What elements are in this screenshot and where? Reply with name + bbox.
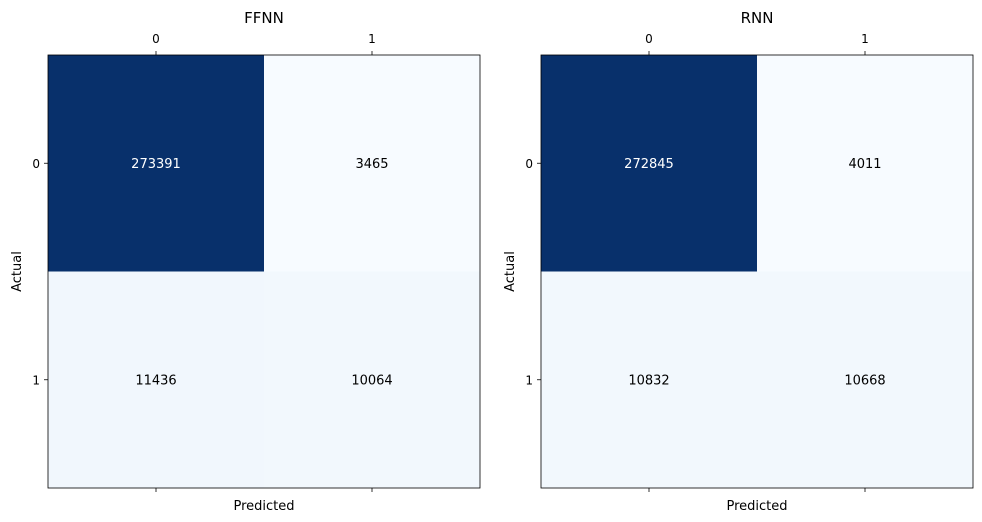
y-tick-label: 1 xyxy=(525,373,533,387)
cell-0-1 xyxy=(757,55,973,272)
y-axis-label: Actual xyxy=(10,251,25,292)
y-tick-label: 0 xyxy=(32,157,40,171)
x-tick-label: 1 xyxy=(861,32,869,46)
x-tick-label: 0 xyxy=(152,32,160,46)
x-axis-label: Predicted xyxy=(726,499,787,514)
cell-1-0 xyxy=(48,271,264,488)
cell-1-0 xyxy=(541,271,757,488)
cell-0-1 xyxy=(264,55,480,272)
cell-0-0 xyxy=(48,55,264,272)
cell-value-0-0: 273391 xyxy=(131,157,181,172)
x-axis-label: Predicted xyxy=(233,499,294,514)
cell-value-0-1: 3465 xyxy=(355,157,388,172)
x-tick-label: 0 xyxy=(645,32,653,46)
cell-value-1-1: 10668 xyxy=(844,373,885,388)
y-tick-label: 0 xyxy=(525,157,533,171)
confusion-matrix-1: 273391 3465 11436 10064 0 1 0 1 FFNN Predicted Act… xyxy=(10,9,481,514)
plot-frame xyxy=(540,54,974,489)
cell-1-1 xyxy=(757,271,973,488)
cell-0-0 xyxy=(541,55,757,272)
y-tick-label: 1 xyxy=(32,373,40,387)
plot-frame xyxy=(47,54,481,489)
cell-value-1-1: 10064 xyxy=(351,373,392,388)
y-axis-label: Actual xyxy=(503,251,518,292)
cell-value-0-1: 4011 xyxy=(848,157,881,172)
cell-value-0-0: 272845 xyxy=(624,157,674,172)
cell-value-1-0: 10832 xyxy=(628,373,669,388)
cell-1-1 xyxy=(264,271,480,488)
chart-title: FFNN xyxy=(244,9,284,27)
x-tick-label: 1 xyxy=(368,32,376,46)
confusion-matrix-2: 272845 4011 10832 10668 0 1 0 1 RNN Predicted Actu… xyxy=(503,9,974,514)
cell-value-1-0: 11436 xyxy=(135,373,176,388)
chart-title: RNN xyxy=(741,9,774,27)
